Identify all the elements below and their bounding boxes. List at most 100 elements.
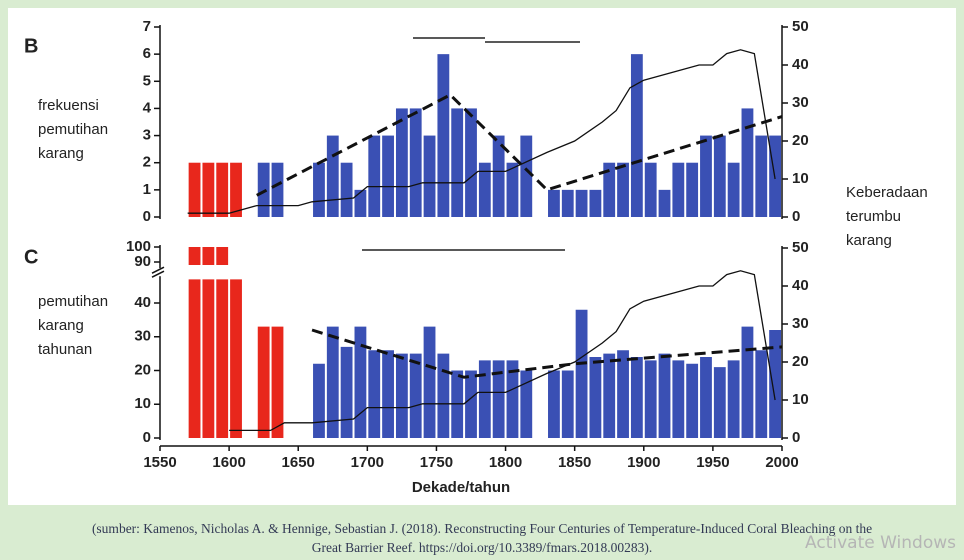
bar <box>658 353 671 438</box>
bar <box>548 189 560 217</box>
x-tick-label: 1800 <box>489 454 522 471</box>
bar <box>313 363 325 438</box>
bar <box>340 346 353 438</box>
caption: Great Barrier Reef. https://doi.org/10.3… <box>311 540 653 555</box>
bar <box>630 54 643 218</box>
bar <box>727 360 740 438</box>
bar <box>368 135 381 217</box>
bar <box>257 326 270 438</box>
y2-axis-label: Keberadaan <box>846 184 928 201</box>
y-axis-label: pemutihan <box>38 121 108 138</box>
y-tick-label: 40 <box>134 294 151 311</box>
bar <box>492 360 505 438</box>
bar <box>451 108 464 217</box>
bar <box>354 326 367 438</box>
bar-upper <box>188 247 201 265</box>
y-axis-label: frekuensi <box>38 97 99 114</box>
trend-line <box>256 93 783 197</box>
y-tick-label: 4 <box>143 99 152 116</box>
bar <box>230 162 242 217</box>
bar <box>216 279 229 438</box>
panel-label: C <box>24 246 38 268</box>
bar <box>686 162 699 217</box>
bar <box>478 360 491 438</box>
y2-axis-label: terumbu <box>846 208 901 225</box>
y2-tick-label: 20 <box>792 132 809 149</box>
bar <box>326 135 339 217</box>
y2-tick-label: 10 <box>792 170 809 187</box>
y-axis-label: tahunan <box>38 341 92 358</box>
y-axis-label: pemutihan <box>38 293 108 310</box>
y-axis-label: karang <box>38 317 84 334</box>
bar <box>520 370 533 438</box>
x-tick-label: 1650 <box>282 454 315 471</box>
bar-upper <box>216 247 229 265</box>
axis-break-gap <box>152 268 164 277</box>
reef-line <box>229 270 776 432</box>
bar <box>700 135 712 217</box>
bar-upper <box>202 247 215 265</box>
y-tick-label: 5 <box>143 72 151 89</box>
y-tick-label: 10 <box>134 395 151 412</box>
watermark: Activate Windows <box>805 533 956 553</box>
bar <box>561 370 574 438</box>
y2-tick-label: 40 <box>792 277 809 294</box>
y2-tick-label: 0 <box>792 208 800 225</box>
bar <box>741 108 754 217</box>
bar <box>575 189 588 217</box>
y2-tick-label: 50 <box>792 239 809 256</box>
bar <box>382 350 394 438</box>
y-tick-label: 0 <box>143 208 151 225</box>
x-tick-label: 1850 <box>558 454 591 471</box>
x-axis-label: Dekade/tahun <box>412 479 510 496</box>
bar <box>727 162 740 217</box>
bar <box>202 162 215 217</box>
bar <box>713 135 726 217</box>
bar <box>506 162 519 217</box>
y2-tick-label: 10 <box>792 391 809 408</box>
y-axis-label: karang <box>38 145 84 162</box>
bar <box>271 162 284 217</box>
y-tick-label: 2 <box>143 154 151 171</box>
bar <box>313 162 325 217</box>
bar <box>506 360 519 438</box>
x-tick-label: 1750 <box>420 454 453 471</box>
y-tick-label: 100 <box>126 238 151 255</box>
y-tick-label: 20 <box>134 361 151 378</box>
y2-tick-label: 50 <box>792 18 809 35</box>
bar <box>354 189 367 217</box>
bar <box>188 162 201 217</box>
axis-break <box>151 266 165 274</box>
bar <box>561 189 574 217</box>
bar <box>395 108 408 217</box>
x-tick-label: 1550 <box>143 454 176 471</box>
bar <box>520 135 533 217</box>
bar <box>382 135 394 217</box>
bar <box>465 370 477 438</box>
caption: (sumber: Kamenos, Nicholas A. & Hennige,… <box>91 521 873 536</box>
bar <box>686 363 699 438</box>
bar <box>644 162 657 217</box>
bar <box>188 279 201 438</box>
bar <box>271 326 284 438</box>
bar <box>216 162 229 217</box>
bar <box>409 353 422 438</box>
bar <box>575 309 588 438</box>
y2-tick-label: 0 <box>792 429 800 446</box>
y-tick-label: 7 <box>143 18 151 35</box>
y-tick-label: 30 <box>134 328 151 345</box>
bar <box>368 350 381 438</box>
bar <box>713 367 726 438</box>
y-tick-label: 6 <box>143 45 151 62</box>
bar <box>437 54 450 218</box>
y2-tick-label: 40 <box>792 56 809 73</box>
bar <box>603 162 616 217</box>
bar <box>437 353 450 438</box>
reef-line <box>187 49 776 214</box>
bar <box>755 350 768 438</box>
y-tick-label: 90 <box>134 253 151 270</box>
bar <box>230 279 242 438</box>
y2-tick-label: 30 <box>792 315 809 332</box>
bar <box>492 135 505 217</box>
